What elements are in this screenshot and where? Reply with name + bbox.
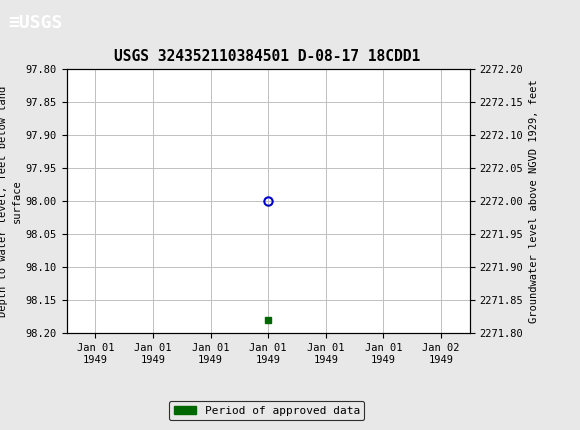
- Text: USGS 324352110384501 D-08-17 18CDD1: USGS 324352110384501 D-08-17 18CDD1: [114, 49, 420, 64]
- Y-axis label: Groundwater level above NGVD 1929, feet: Groundwater level above NGVD 1929, feet: [529, 79, 539, 323]
- Y-axis label: Depth to water level, feet below land
surface: Depth to water level, feet below land su…: [0, 86, 21, 316]
- Legend: Period of approved data: Period of approved data: [169, 401, 364, 420]
- Text: ≡USGS: ≡USGS: [9, 14, 63, 31]
